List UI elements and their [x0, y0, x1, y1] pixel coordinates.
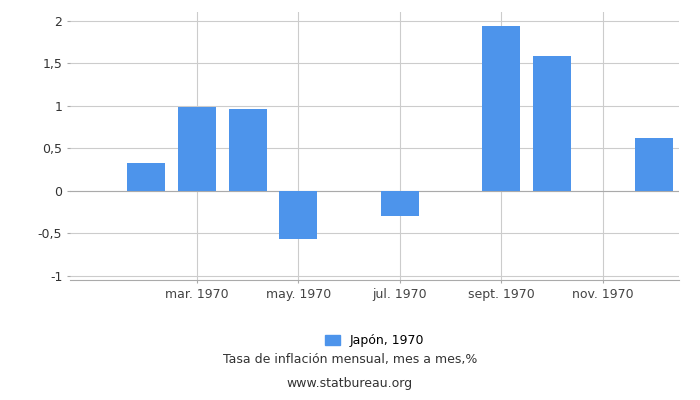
Text: www.statbureau.org: www.statbureau.org [287, 378, 413, 390]
Bar [635, 138, 673, 191]
Bar [381, 191, 419, 216]
Legend: Japón, 1970: Japón, 1970 [325, 334, 424, 348]
Bar [229, 109, 267, 191]
Text: Tasa de inflación mensual, mes a mes,%: Tasa de inflación mensual, mes a mes,% [223, 354, 477, 366]
Bar [279, 191, 317, 239]
Bar [533, 56, 571, 191]
Bar [127, 162, 165, 191]
Bar [178, 107, 216, 191]
Bar [482, 26, 520, 191]
